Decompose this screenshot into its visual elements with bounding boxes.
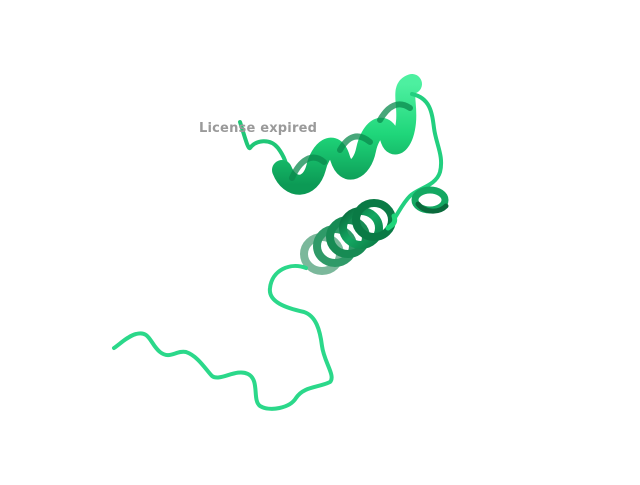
helix-short-turn: [411, 186, 449, 214]
loop-connector-right: [390, 92, 444, 224]
helix-lower: [300, 199, 398, 275]
license-expired-watermark: License expired: [199, 121, 318, 136]
helix-upper: [272, 74, 422, 195]
loop-c-terminal: [112, 264, 334, 411]
